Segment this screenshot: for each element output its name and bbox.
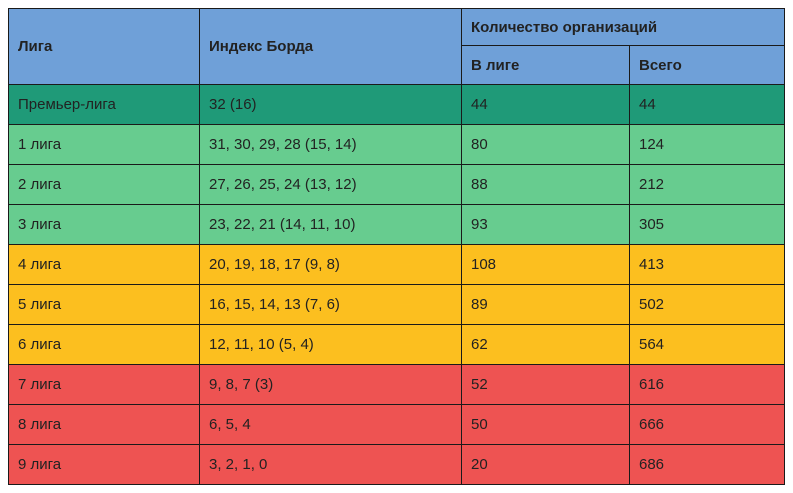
cell-in-league: 62: [461, 324, 630, 365]
cell-league: Премьер-лига: [8, 84, 200, 125]
league-table: Лига Индекс Борда Количество организаций…: [8, 8, 785, 485]
cell-borda-index: 32 (16): [199, 84, 462, 125]
table-row: 8 лига 6, 5, 4 50 666: [8, 404, 785, 445]
cell-total: 44: [629, 84, 785, 125]
cell-league: 3 лига: [8, 204, 200, 245]
header-league: Лига: [8, 8, 200, 85]
header-total: Всего: [629, 45, 785, 85]
table-row: Премьер-лига 32 (16) 44 44: [8, 84, 785, 125]
cell-total: 686: [629, 444, 785, 485]
cell-borda-index: 6, 5, 4: [199, 404, 462, 445]
cell-league: 4 лига: [8, 244, 200, 285]
cell-borda-index: 27, 26, 25, 24 (13, 12): [199, 164, 462, 205]
cell-borda-index: 16, 15, 14, 13 (7, 6): [199, 284, 462, 325]
cell-total: 305: [629, 204, 785, 245]
cell-borda-index: 23, 22, 21 (14, 11, 10): [199, 204, 462, 245]
table-row: 7 лига 9, 8, 7 (3) 52 616: [8, 364, 785, 405]
table-row: 5 лига 16, 15, 14, 13 (7, 6) 89 502: [8, 284, 785, 325]
cell-league: 5 лига: [8, 284, 200, 325]
table-row: 6 лига 12, 11, 10 (5, 4) 62 564: [8, 324, 785, 365]
cell-in-league: 52: [461, 364, 630, 405]
cell-borda-index: 3, 2, 1, 0: [199, 444, 462, 485]
table-row: 3 лига 23, 22, 21 (14, 11, 10) 93 305: [8, 204, 785, 245]
cell-in-league: 44: [461, 84, 630, 125]
cell-in-league: 89: [461, 284, 630, 325]
cell-borda-index: 12, 11, 10 (5, 4): [199, 324, 462, 365]
cell-league: 8 лига: [8, 404, 200, 445]
cell-total: 666: [629, 404, 785, 445]
cell-in-league: 93: [461, 204, 630, 245]
cell-borda-index: 20, 19, 18, 17 (9, 8): [199, 244, 462, 285]
cell-borda-index: 9, 8, 7 (3): [199, 364, 462, 405]
cell-league: 1 лига: [8, 124, 200, 165]
cell-total: 616: [629, 364, 785, 405]
cell-league: 9 лига: [8, 444, 200, 485]
cell-in-league: 50: [461, 404, 630, 445]
header-row-top: Лига Индекс Борда Количество организаций: [8, 8, 785, 85]
table-row: 2 лига 27, 26, 25, 24 (13, 12) 88 212: [8, 164, 785, 205]
cell-in-league: 20: [461, 444, 630, 485]
cell-total: 413: [629, 244, 785, 285]
cell-borda-index: 31, 30, 29, 28 (15, 14): [199, 124, 462, 165]
cell-total: 212: [629, 164, 785, 205]
header-row-bottom: В лиге Всего: [9, 45, 785, 85]
header-in-league: В лиге: [461, 45, 630, 85]
cell-total: 502: [629, 284, 785, 325]
cell-total: 124: [629, 124, 785, 165]
table-row: 1 лига 31, 30, 29, 28 (15, 14) 80 124: [8, 124, 785, 165]
table-header: Лига Индекс Борда Количество организаций…: [8, 8, 785, 85]
cell-in-league: 88: [461, 164, 630, 205]
header-org-count: Количество организаций: [461, 8, 785, 46]
cell-league: 6 лига: [8, 324, 200, 365]
cell-league: 7 лига: [8, 364, 200, 405]
header-borda-index: Индекс Борда: [199, 8, 462, 85]
cell-league: 2 лига: [8, 164, 200, 205]
cell-in-league: 108: [461, 244, 630, 285]
cell-total: 564: [629, 324, 785, 365]
table-body: Премьер-лига 32 (16) 44 44 1 лига 31, 30…: [8, 84, 785, 485]
table-row: 4 лига 20, 19, 18, 17 (9, 8) 108 413: [8, 244, 785, 285]
cell-in-league: 80: [461, 124, 630, 165]
table-row: 9 лига 3, 2, 1, 0 20 686: [8, 444, 785, 485]
